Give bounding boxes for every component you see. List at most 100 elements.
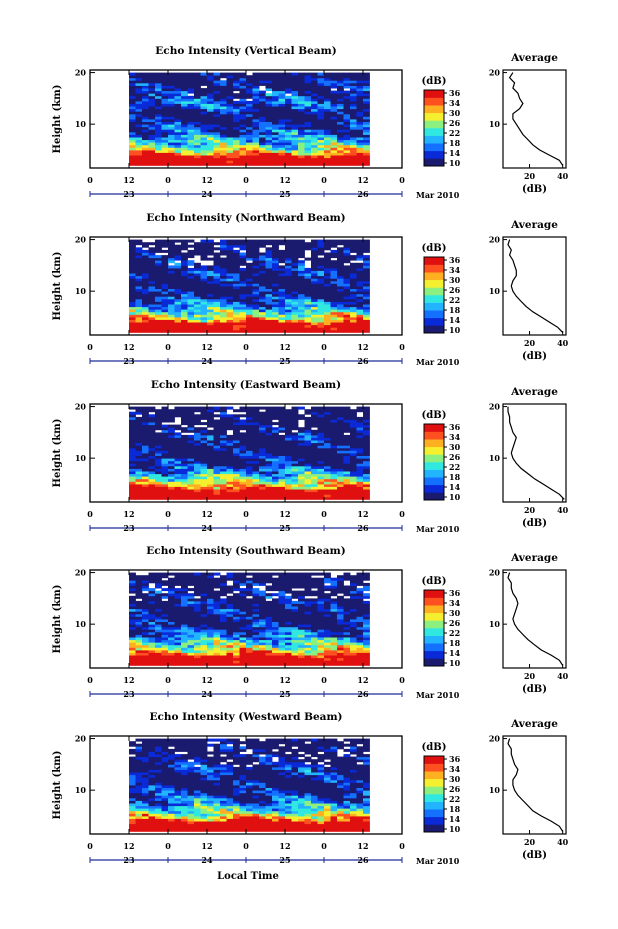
heatmap-cell [259,142,266,146]
heatmap-cell [330,119,338,122]
heatmap-cell [148,416,156,420]
heatmap-cell [161,463,169,467]
heatmap-cell [194,111,201,115]
heatmap-cell [285,453,292,456]
heatmap-cell [239,309,247,313]
heatmap-cell [272,160,279,164]
heatmap-cell [337,460,344,464]
heatmap-cell [213,624,221,628]
heatmap-cell [246,147,253,151]
heatmap-cell [226,613,234,617]
heatmap-cell [356,429,364,433]
heatmap-cell [129,286,136,289]
heatmap-cell [181,440,188,444]
heatmap-cell [155,291,162,295]
heatmap-cell [311,447,318,451]
heatmap-cell [155,134,162,138]
heatmap-cell [155,468,162,472]
heatmap-cell [168,260,175,264]
heatmap-cell [278,626,286,630]
heatmap-cell [155,147,162,151]
heatmap-cell [148,90,156,94]
heatmap-cell [304,463,312,467]
heatmap-cell [252,572,260,576]
heatmap-cell [304,98,312,102]
heatmap-cell [200,93,208,97]
heatmap-cell [207,157,214,161]
heatmap-cell [213,309,221,313]
heatmap-cell [207,652,214,656]
heatmap-cell [324,434,331,438]
heatmap-cell [142,124,149,128]
heatmap-cell [330,291,338,295]
heatmap-cell [252,322,260,326]
heatmap-cell [343,489,351,493]
heatmap-cell [155,72,162,76]
heatmap-cell [246,463,253,467]
heatmap-cell [194,481,201,485]
heatmap-cell [304,273,312,277]
heatmap-cell [155,616,162,620]
heatmap-cell [265,611,273,615]
heatmap-cell [337,93,344,97]
heatmap-cell [168,296,175,300]
heatmap-cell [207,106,214,110]
colorbar-frame [423,423,445,501]
heatmap-cell [233,486,240,490]
heatmap-cell [330,296,338,300]
heatmap-cell [363,239,370,243]
heatmap-cell [330,437,338,441]
heatmap-cell [155,296,162,300]
heatmap-cell [298,283,305,287]
heatmap-cell [220,660,227,664]
heatmap-cell [304,486,312,490]
heatmap-cell [207,616,214,620]
heatmap-cell [356,72,364,76]
heatmap-cell [168,267,175,271]
heatmap-cell [168,319,175,323]
heatmap-cell [168,445,175,449]
heatmap-cell [343,267,351,271]
heatmap-cell [161,75,169,79]
heatmap-cell [226,93,234,97]
heatmap-cell [272,131,279,135]
heatmap-cell [148,624,156,628]
heatmap-cell [142,631,149,635]
heatmap-cell [194,649,201,653]
heatmap-cell [343,442,351,446]
heatmap-cell [356,440,364,444]
heatmap-cell [207,327,214,331]
heatmap-cell [272,111,279,115]
heatmap-cell [226,322,234,326]
heatmap-cell [194,88,201,92]
heatmap-cell [337,283,344,287]
heatmap-cell [148,629,156,633]
heatmap-cell [239,465,247,469]
heatmap-cell [135,296,143,300]
y-tick-label: 20 [75,235,87,245]
heatmap-cell [350,414,357,418]
heatmap-cell [350,242,357,246]
heatmap-cell [246,126,253,130]
heatmap-cell [304,306,312,310]
heatmap-cell [187,288,195,292]
heatmap-cell [213,629,221,633]
heatmap-cell [161,144,169,148]
heatmap-cell [194,144,201,148]
heatmap-cell [265,304,273,308]
heatmap-cell [304,314,312,318]
heatmap-cell [298,442,305,446]
heatmap-cell [220,278,227,282]
heatmap-cell [317,450,325,454]
heatmap-cell [356,124,364,128]
heatmap-cell [181,283,188,287]
heatmap-cell [161,626,169,630]
heatmap-cell [142,621,149,625]
heatmap-cell [278,162,286,166]
heatmap-cell [135,262,143,266]
heatmap-cell [233,275,240,279]
heatmap-cell [226,288,234,292]
heatmap-cell [265,239,273,243]
heatmap-cell [317,463,325,467]
heatmap-cell [194,496,201,500]
